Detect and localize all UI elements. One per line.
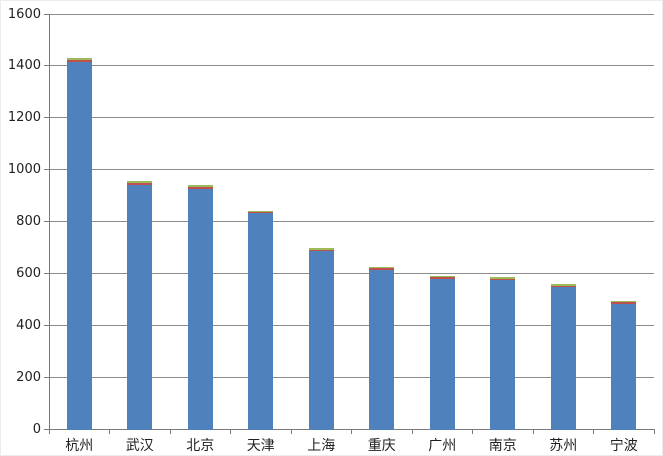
x-axis-category-label: 重庆 [367, 438, 396, 454]
bar-segment-series-blue-天津 [248, 212, 274, 430]
gridline [49, 13, 654, 15]
x-axis-tick [472, 429, 473, 434]
bar-segment-series-blue-广州 [429, 278, 455, 430]
bar-segment-series-green-天津 [248, 210, 274, 212]
bar-segment-series-red-天津 [248, 211, 274, 214]
gridline [49, 376, 654, 378]
bar-segment-series-red-上海 [308, 250, 334, 252]
gridline [49, 65, 654, 67]
y-axis-tick [44, 221, 49, 222]
y-axis-tick-label: 200 [16, 369, 41, 385]
bar-segment-series-red-武汉 [127, 182, 153, 185]
x-axis-tick [532, 429, 534, 434]
bar-segment-series-blue-武汉 [127, 184, 153, 430]
y-axis-tick [44, 65, 49, 67]
x-axis-category-label: 武汉 [125, 438, 154, 454]
x-axis-category-label: 上海 [307, 438, 336, 454]
bar-segment-series-blue-苏州 [550, 286, 576, 430]
x-axis-category-label: 杭州 [65, 438, 94, 454]
bar-segment-series-red-北京 [187, 187, 213, 189]
bar-segment-series-green-武汉 [127, 181, 153, 183]
y-axis-tick-label: 800 [16, 214, 41, 229]
y-axis-tick-label: 0 [32, 421, 41, 437]
x-axis-category-label: 北京 [186, 438, 215, 454]
y-axis-tick [44, 13, 49, 15]
bar-segment-series-blue-宁波 [611, 303, 637, 430]
bar-segment-series-green-杭州 [66, 58, 92, 61]
y-axis-line [48, 14, 50, 434]
y-axis-tick-label: 1200 [7, 110, 41, 126]
x-axis-tick [593, 429, 594, 434]
y-axis-tick-label: 600 [16, 265, 41, 281]
gridline [49, 117, 654, 119]
bar-segment-series-blue-南京 [490, 280, 516, 430]
y-axis-tick [44, 117, 49, 119]
gridline [49, 221, 654, 222]
x-axis-tick [109, 429, 110, 434]
x-axis-category-label: 宁波 [609, 438, 638, 454]
x-axis-tick [351, 429, 352, 434]
bar-segment-series-green-南京 [490, 277, 516, 279]
bar-segment-series-green-上海 [308, 248, 334, 251]
bar-segment-series-blue-北京 [187, 188, 213, 430]
x-axis-category-label: 苏州 [549, 438, 578, 454]
y-axis-tick [44, 324, 49, 326]
bar-segment-series-blue-上海 [308, 251, 334, 430]
bar-segment-series-red-苏州 [550, 285, 576, 287]
y-axis-tick-label: 400 [16, 317, 41, 333]
bar-segment-series-blue-杭州 [66, 61, 92, 430]
x-axis-tick [290, 429, 292, 434]
x-axis-tick [411, 429, 413, 434]
y-axis-tick-label: 1600 [7, 6, 41, 22]
bar-segment-series-green-苏州 [550, 284, 576, 286]
bar-segment-series-green-广州 [429, 275, 455, 278]
y-axis-tick [44, 272, 49, 274]
y-axis-tick [44, 169, 49, 171]
bar-segment-series-red-杭州 [66, 60, 92, 62]
bar-segment-series-red-重庆 [369, 268, 395, 271]
bar-segment-series-red-广州 [429, 277, 455, 279]
y-axis-tick [44, 376, 49, 378]
y-axis-tick-label: 1400 [7, 58, 41, 74]
bar-segment-series-green-北京 [187, 185, 213, 188]
x-axis-line [44, 428, 654, 430]
gridline [49, 272, 654, 274]
bar-segment-series-green-宁波 [611, 300, 637, 303]
x-axis-tick [653, 429, 655, 434]
gridline [49, 324, 654, 326]
x-axis-tick [169, 429, 171, 434]
gridline [49, 169, 654, 171]
x-axis-category-label: 天津 [246, 438, 275, 454]
bar-segment-series-blue-重庆 [369, 270, 395, 430]
y-axis-tick-label: 1000 [7, 162, 41, 178]
bar-segment-series-green-重庆 [369, 266, 395, 269]
x-axis-tick [48, 429, 50, 434]
x-axis-category-label: 广州 [428, 438, 457, 454]
bar-segment-series-red-南京 [490, 278, 516, 281]
x-axis-tick [230, 429, 231, 434]
bar-segment-series-red-宁波 [611, 302, 637, 304]
x-axis-category-label: 南京 [488, 438, 517, 454]
